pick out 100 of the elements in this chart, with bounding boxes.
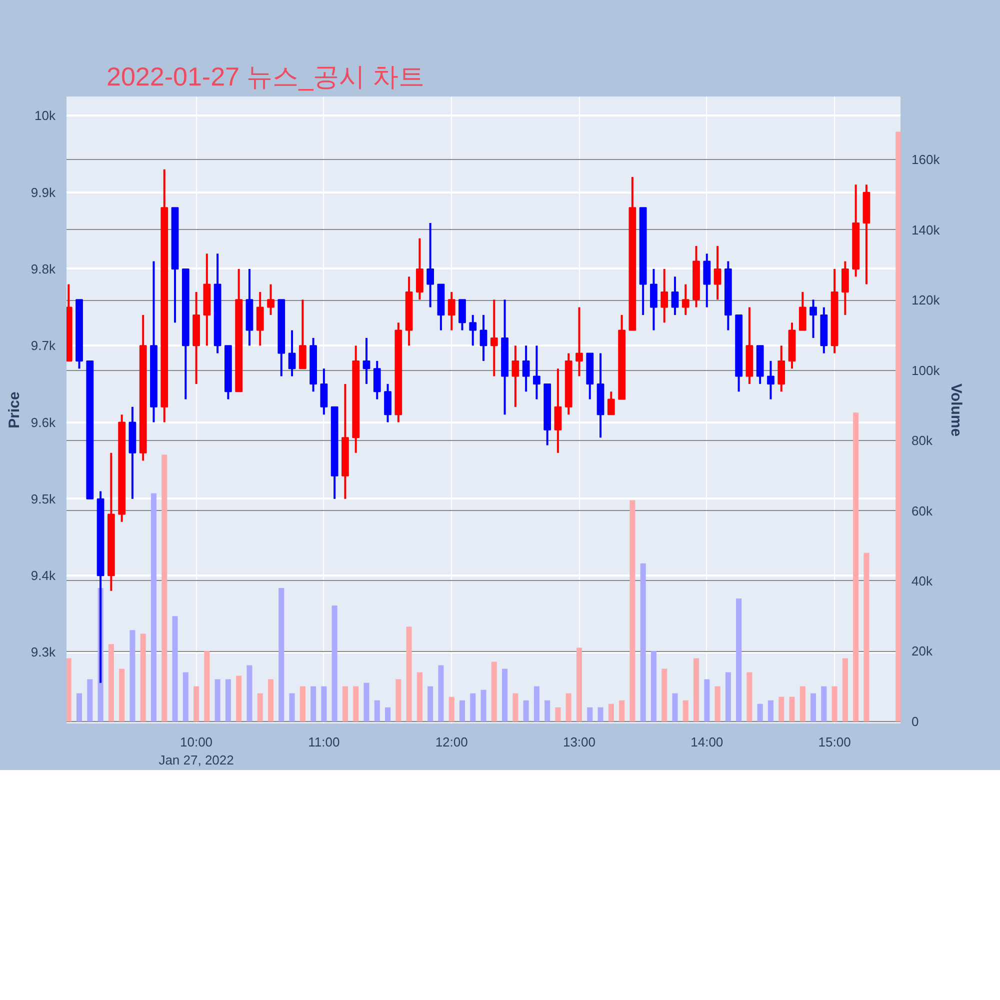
bar <box>640 563 646 722</box>
y-tick-label: 10k <box>34 108 56 124</box>
y2-axis-title: Volume <box>948 383 965 437</box>
candlestick <box>576 306 583 378</box>
bar <box>87 679 93 722</box>
y2-tick-label: 140k <box>912 222 940 238</box>
candlestick <box>522 344 530 393</box>
candlestick <box>607 390 615 416</box>
bar <box>384 707 391 722</box>
bar <box>459 700 465 722</box>
candlestick <box>362 336 370 385</box>
bar <box>714 686 720 722</box>
bar <box>119 668 125 722</box>
bar <box>821 686 827 722</box>
bar <box>491 662 497 722</box>
candlestick <box>660 268 668 324</box>
candlestick <box>490 298 498 378</box>
bar <box>342 686 348 722</box>
bar <box>268 679 274 722</box>
bar <box>736 598 742 722</box>
bar <box>502 668 508 722</box>
bar <box>576 648 582 722</box>
candlestick <box>512 344 520 408</box>
candlestick <box>469 314 477 347</box>
candlestick <box>426 222 434 308</box>
bar <box>608 704 614 722</box>
candlestick <box>554 368 562 454</box>
bar <box>800 686 806 722</box>
bar <box>416 672 422 722</box>
x-tick-label: 14:00 <box>690 734 724 750</box>
candlestick <box>682 283 690 316</box>
candlestick <box>532 344 540 400</box>
bar <box>672 693 678 722</box>
bar <box>682 700 688 722</box>
bar <box>257 693 263 722</box>
bar <box>162 454 168 722</box>
candlestick <box>373 360 381 400</box>
candlestick <box>810 298 817 339</box>
candlestick <box>778 344 786 393</box>
bar <box>364 682 370 722</box>
bar <box>864 552 870 722</box>
y-axis-title: Price <box>6 392 23 428</box>
candlestick <box>458 298 466 332</box>
bar <box>544 700 550 722</box>
bar <box>374 700 380 722</box>
y2-tick-label: 0 <box>912 714 919 729</box>
bar <box>587 707 593 722</box>
y2-tick-label: 60k <box>912 503 933 518</box>
y-tick-label: 9.6k <box>30 414 56 430</box>
bar <box>182 672 188 722</box>
bar <box>76 693 82 722</box>
bar <box>662 668 668 722</box>
bar <box>598 707 604 722</box>
y-tick-label: 9.5k <box>30 491 56 506</box>
bar <box>332 606 338 722</box>
bar <box>172 616 178 722</box>
bar <box>896 132 900 722</box>
bar <box>66 658 72 722</box>
x-tick-label: 12:00 <box>435 734 468 750</box>
bar <box>650 651 656 722</box>
candlestick <box>256 290 264 347</box>
bar <box>619 700 625 722</box>
bar <box>214 679 220 722</box>
candlestick <box>703 252 711 308</box>
bar <box>757 704 763 722</box>
bar <box>768 700 774 722</box>
bar <box>108 644 114 722</box>
bar <box>310 686 316 722</box>
x-tick-label: 13:00 <box>562 734 596 750</box>
y-tick-label: 9.9k <box>30 184 56 200</box>
bar <box>778 696 784 722</box>
bar <box>438 665 444 722</box>
bar <box>236 676 242 722</box>
bar <box>470 693 476 722</box>
bar <box>194 686 200 722</box>
bar <box>789 696 795 722</box>
bar <box>693 658 700 722</box>
y-tick-label: 9.4k <box>30 568 56 584</box>
bar <box>853 412 859 722</box>
x-tick-label: 15:00 <box>818 734 851 750</box>
candlestick <box>798 290 806 332</box>
bar <box>300 686 306 722</box>
bar <box>512 693 518 722</box>
candlestick <box>650 268 658 332</box>
bar <box>289 693 295 722</box>
bar <box>428 686 434 722</box>
bar <box>832 686 838 722</box>
candlestick <box>841 260 849 316</box>
x-tick-label: 11:00 <box>308 734 340 750</box>
bar <box>353 686 359 722</box>
y2-tick-label: 20k <box>912 644 933 659</box>
y2-tick-label: 120k <box>912 292 940 308</box>
candlestick <box>448 290 456 332</box>
bar <box>246 665 252 722</box>
bar <box>555 707 561 722</box>
y2-tick-label: 40k <box>912 573 933 588</box>
candlestick <box>288 329 296 378</box>
y-tick-label: 9.7k <box>30 338 56 354</box>
candlestick <box>298 298 306 370</box>
bar <box>150 493 156 722</box>
